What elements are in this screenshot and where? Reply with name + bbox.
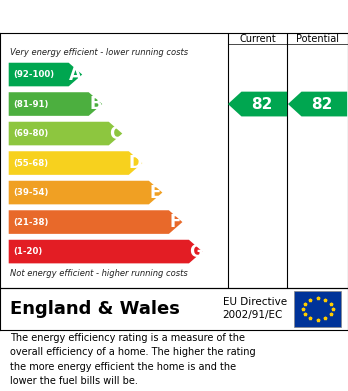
Text: (55-68): (55-68) [13, 158, 48, 168]
Text: (81-91): (81-91) [13, 100, 48, 109]
Polygon shape [9, 181, 163, 204]
Text: (69-80): (69-80) [13, 129, 48, 138]
Text: EU Directive
2002/91/EC: EU Directive 2002/91/EC [223, 296, 287, 320]
Text: Not energy efficient - higher running costs: Not energy efficient - higher running co… [10, 269, 188, 278]
Polygon shape [9, 63, 82, 86]
Polygon shape [288, 91, 347, 117]
Bar [294, 291, 341, 326]
Polygon shape [9, 92, 102, 116]
Text: Energy Efficiency Rating: Energy Efficiency Rating [10, 9, 220, 24]
Polygon shape [9, 240, 203, 264]
Polygon shape [9, 151, 142, 175]
Polygon shape [228, 91, 287, 117]
Polygon shape [9, 122, 122, 145]
Text: 82: 82 [251, 97, 272, 111]
Text: F: F [170, 213, 181, 231]
Text: C: C [109, 125, 122, 143]
Text: G: G [189, 242, 203, 260]
Text: A: A [69, 66, 82, 84]
Text: D: D [129, 154, 142, 172]
Text: Potential: Potential [296, 34, 339, 44]
Text: The energy efficiency rating is a measure of the
overall efficiency of a home. T: The energy efficiency rating is a measur… [10, 333, 256, 386]
Text: (21-38): (21-38) [13, 217, 48, 226]
Text: England & Wales: England & Wales [10, 300, 180, 318]
Text: (39-54): (39-54) [13, 188, 48, 197]
Text: Very energy efficient - lower running costs: Very energy efficient - lower running co… [10, 48, 189, 57]
Polygon shape [9, 210, 182, 234]
Text: (92-100): (92-100) [13, 70, 54, 79]
Text: 82: 82 [311, 97, 333, 111]
Text: (1-20): (1-20) [13, 247, 42, 256]
Text: Current: Current [239, 34, 276, 44]
Text: E: E [150, 183, 161, 201]
Text: B: B [89, 95, 102, 113]
